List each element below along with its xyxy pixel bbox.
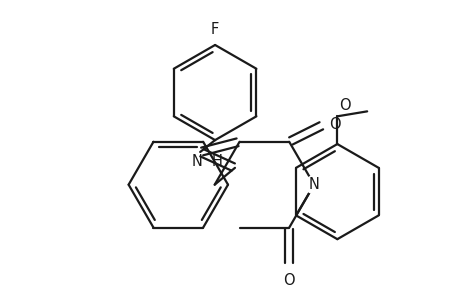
Text: F: F bbox=[211, 22, 219, 37]
Circle shape bbox=[304, 176, 322, 194]
Text: N: N bbox=[308, 177, 319, 192]
Text: H: H bbox=[212, 154, 223, 169]
Text: O: O bbox=[283, 273, 294, 288]
Text: O: O bbox=[328, 117, 340, 132]
Text: O: O bbox=[339, 98, 350, 113]
Text: N: N bbox=[191, 154, 202, 169]
